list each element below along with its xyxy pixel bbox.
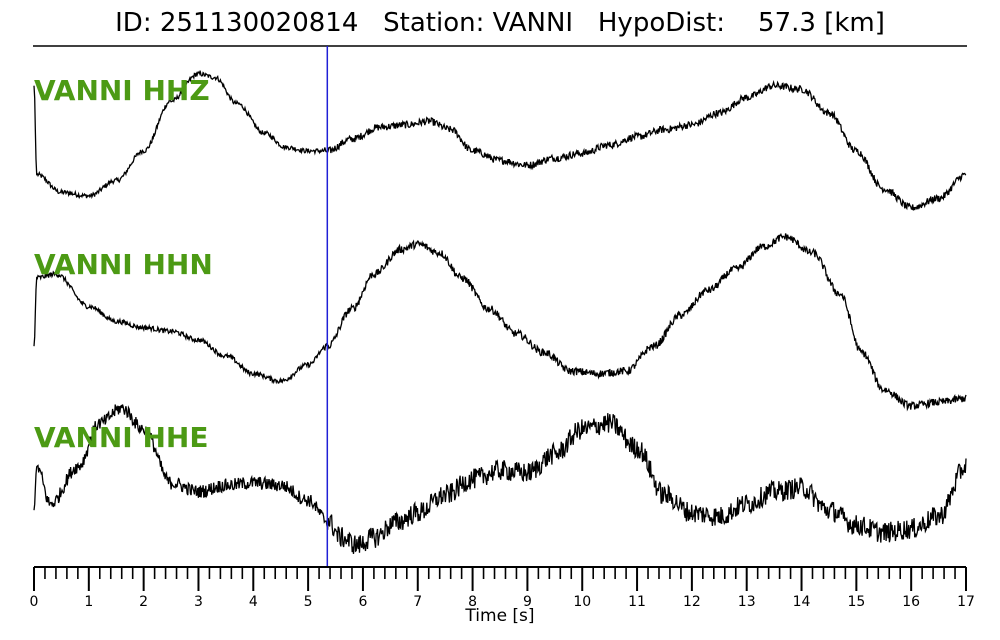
x-tick-label: 1 — [84, 594, 93, 610]
x-tick-label: 8 — [468, 594, 477, 610]
trace-group — [33, 69, 967, 554]
trace-line-1 — [33, 232, 967, 412]
x-tick-label: 5 — [304, 594, 313, 610]
trace-label-hhn: VANNI HHN — [34, 248, 213, 281]
x-tick-label: 11 — [628, 594, 646, 610]
x-tick-label: 3 — [194, 594, 203, 610]
time-axis: 0 1 2 3 4 5 6 7 8 9 10 11 12 13 14 15 16 17 — [30, 566, 975, 610]
x-tick-label: 13 — [738, 594, 756, 610]
x-axis-label: Time [s] — [465, 606, 535, 626]
trace-label-hhe: VANNI HHE — [34, 421, 209, 454]
x-tick-label: 15 — [847, 594, 865, 610]
x-tick-label: 10 — [573, 594, 591, 610]
x-tick-label: 4 — [249, 594, 258, 610]
x-tick-label: 0 — [30, 594, 39, 610]
trace-line-0 — [33, 69, 967, 211]
x-tick-label: 6 — [358, 594, 367, 610]
chart-title: ID: 251130020814 Station: VANNI HypoDist… — [115, 8, 885, 38]
x-tick-label: 7 — [413, 594, 422, 610]
x-tick-label: 12 — [683, 594, 701, 610]
x-tick-label: 16 — [902, 594, 920, 610]
x-tick-label: 9 — [523, 594, 532, 610]
trace-label-hhz: VANNI HHZ — [34, 74, 210, 107]
x-tick-label: 17 — [957, 594, 975, 610]
trace-line-2 — [33, 404, 967, 554]
x-tick-label: 14 — [793, 594, 811, 610]
x-tick-label: 2 — [139, 594, 148, 610]
